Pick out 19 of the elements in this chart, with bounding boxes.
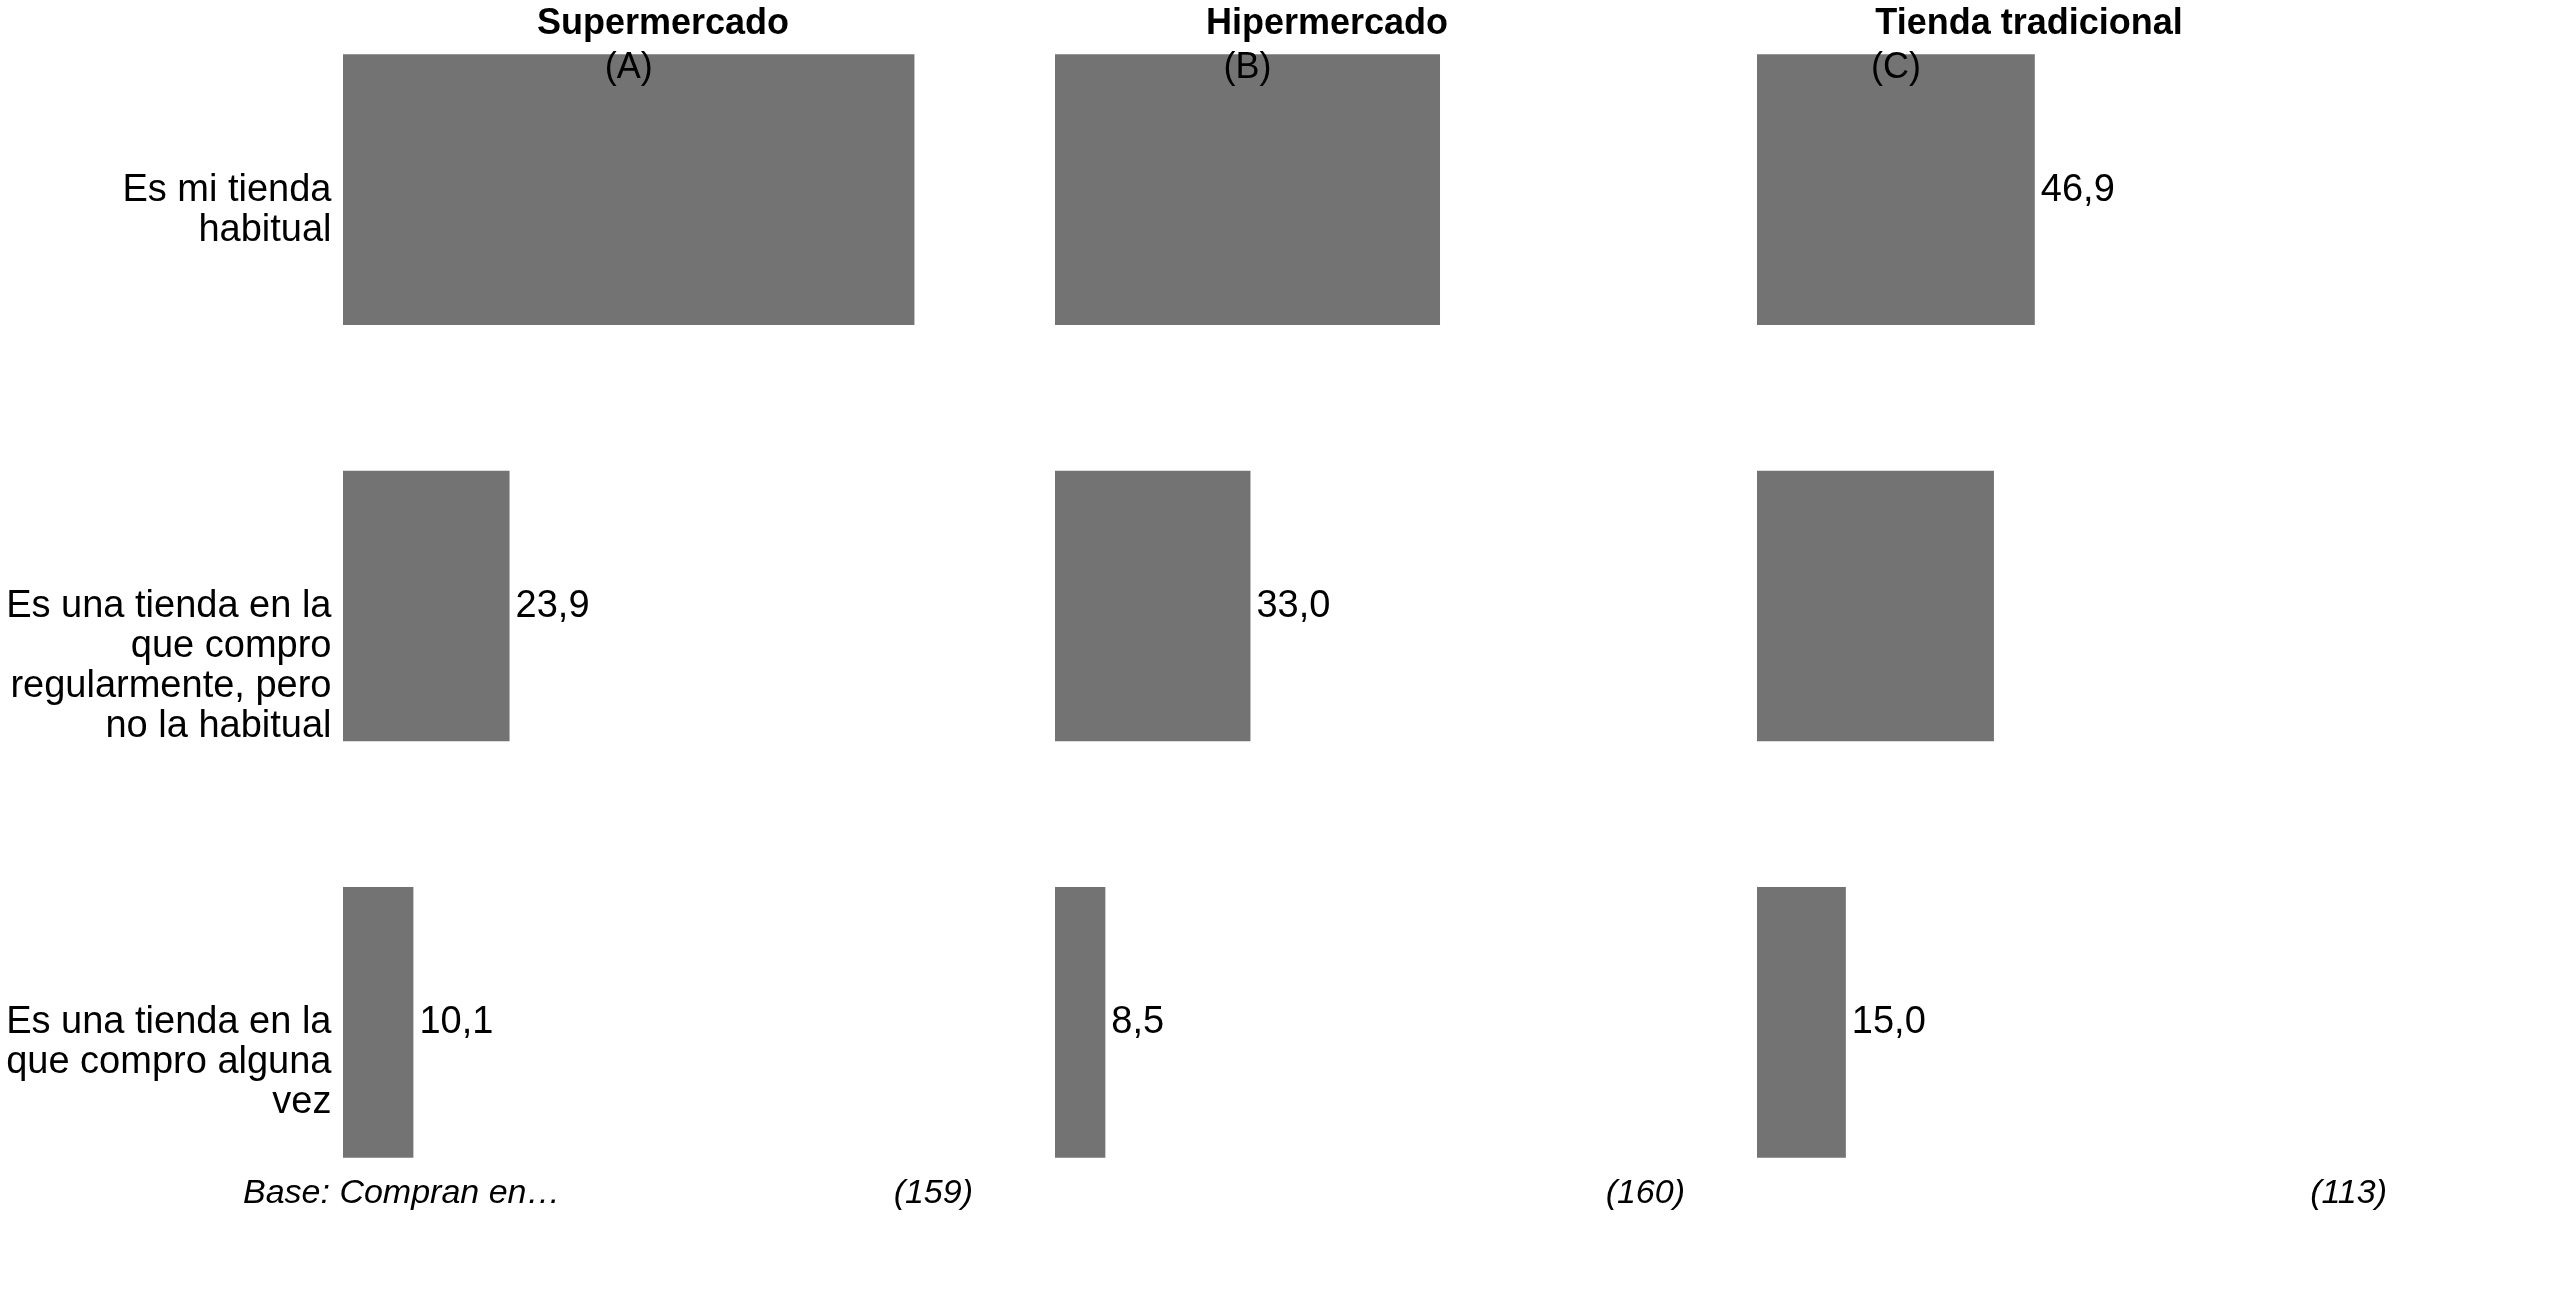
data-label: 46,9 [2040,166,2115,209]
data-label: 8,5 [1111,999,1165,1042]
text: (113) [2310,1172,2387,1210]
annotation: (A) [604,44,653,86]
y-tick-label: Es una tienda en la que compro regularmente, pero no la habitual [6,583,333,745]
chart-title: Supermercado [536,1,790,42]
annotation: (159) [893,1172,973,1210]
text: Hipermercado [1205,1,1449,42]
annotation: (B) [1223,44,1272,86]
y-tick-label: Es mi tienda habitual [122,166,333,249]
data-label: 33,0 [1256,583,1331,625]
data-label: 15,0 [1851,999,1926,1042]
annotation: (C) [1870,44,1921,86]
data-label: 10,1 [419,999,494,1042]
annotation: Base: Compran en… [243,1172,561,1210]
text: (160) [1605,1172,1685,1210]
y-tick-label: Es una tienda en la que compro alguna vez [6,999,333,1122]
text: Tienda tradicional [1875,1,2183,42]
data-label: 23,9 [515,583,590,625]
